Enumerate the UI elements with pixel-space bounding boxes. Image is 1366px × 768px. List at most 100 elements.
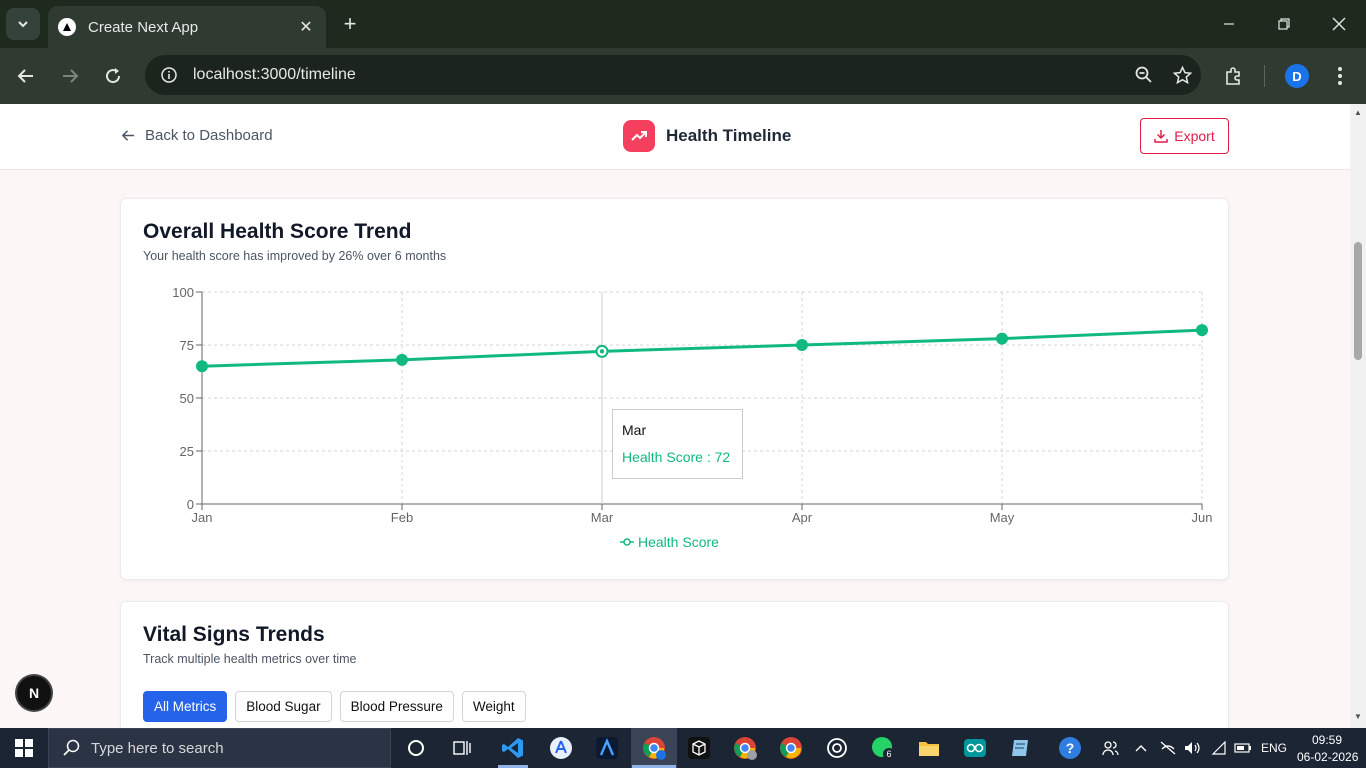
extensions-icon[interactable] — [1217, 60, 1249, 92]
health-score-chart: 0 25 50 75 100 Jan Feb Mar Apr May Jun — [172, 285, 1213, 525]
window-close-icon[interactable] — [1311, 0, 1366, 48]
filter-all-metrics[interactable]: All Metrics — [143, 691, 228, 722]
trending-up-icon — [623, 120, 655, 152]
card-title: Vital Signs Trends — [143, 623, 325, 646]
export-button[interactable]: Export — [1140, 118, 1229, 154]
forward-icon[interactable] — [54, 60, 86, 92]
toolbar-divider — [1264, 65, 1265, 87]
restore-icon[interactable] — [1256, 0, 1311, 48]
tray-chevron-up-icon[interactable] — [1131, 732, 1151, 764]
y-tick-label: 0 — [187, 497, 194, 512]
profile-avatar[interactable]: D — [1285, 64, 1309, 88]
svg-text:?: ? — [1066, 740, 1075, 756]
browser-toolbar: localhost:3000/timeline D — [0, 48, 1366, 104]
app-header: Back to Dashboard Health Timeline Export — [0, 104, 1350, 170]
page-title: Health Timeline — [666, 126, 792, 145]
chrome-profile-d-icon[interactable] — [638, 732, 670, 764]
vital-signs-card: Vital Signs Trends Track multiple health… — [120, 601, 1229, 728]
tab-title: Create Next App — [88, 18, 199, 36]
reload-icon[interactable] — [97, 60, 129, 92]
card-subtitle: Your health score has improved by 26% ov… — [143, 249, 447, 263]
legend-line-icon — [620, 538, 634, 546]
back-label: Back to Dashboard — [145, 127, 273, 144]
scroll-down-icon[interactable]: ▼ — [1354, 712, 1362, 721]
people-icon[interactable] — [1094, 732, 1126, 764]
file-explorer-icon[interactable] — [913, 732, 945, 764]
metric-filters: All Metrics Blood Sugar Blood Pressure W… — [143, 691, 526, 722]
x-tick-label: Jun — [1192, 510, 1213, 525]
url-text[interactable]: localhost:3000/timeline — [193, 66, 356, 83]
task-view-icon[interactable] — [447, 732, 479, 764]
back-icon[interactable] — [10, 60, 42, 92]
cortana-icon[interactable] — [400, 732, 432, 764]
filter-blood-pressure[interactable]: Blood Pressure — [339, 691, 454, 722]
wifi-icon[interactable] — [1206, 732, 1232, 764]
site-info-icon[interactable] — [149, 67, 189, 83]
y-tick-label: 25 — [180, 444, 194, 459]
filter-weight[interactable]: Weight — [461, 691, 526, 722]
x-tick-label: May — [990, 510, 1015, 525]
chrome-active-indicator — [632, 765, 676, 768]
menu-icon[interactable] — [1324, 60, 1356, 92]
volume-icon[interactable] — [1180, 732, 1206, 764]
help-icon[interactable]: ? — [1054, 732, 1086, 764]
y-tick-label: 75 — [180, 338, 194, 353]
chrome-profile-m-icon[interactable] — [729, 732, 761, 764]
search-icon — [63, 739, 80, 756]
browser-tabstrip: Create Next App ✕ + — [0, 0, 1366, 48]
arrow-left-icon — [121, 130, 135, 141]
data-point — [396, 353, 408, 366]
scroll-thumb[interactable] — [1354, 242, 1362, 360]
arduino-icon[interactable] — [959, 732, 991, 764]
whatsapp-icon[interactable]: 6 — [867, 732, 899, 764]
zoom-icon[interactable] — [1125, 66, 1163, 84]
close-icon[interactable]: ✕ — [299, 19, 313, 36]
series-line — [201, 328, 1203, 368]
windows-start-icon[interactable] — [0, 728, 48, 768]
y-tick-label: 100 — [172, 285, 194, 300]
x-tick-label: Feb — [391, 510, 413, 525]
windows-taskbar: Type here to search 6 ? — [0, 728, 1366, 768]
3d-box-app-icon[interactable] — [683, 732, 715, 764]
chatgpt-icon[interactable] — [821, 732, 853, 764]
arc-app-icon[interactable] — [591, 732, 623, 764]
export-label: Export — [1174, 128, 1215, 144]
network-disconnected-icon[interactable] — [1155, 732, 1181, 764]
filter-blood-sugar[interactable]: Blood Sugar — [235, 691, 332, 722]
data-point — [1196, 324, 1208, 337]
nextjs-dev-badge[interactable]: N — [17, 676, 51, 710]
clock-time[interactable]: 09:59 — [1312, 733, 1343, 747]
y-tick-label: 50 — [180, 391, 194, 406]
scroll-up-icon[interactable]: ▲ — [1354, 108, 1362, 117]
clock-date[interactable]: 06-02-2026 — [1297, 750, 1359, 764]
tab-search-button[interactable] — [6, 8, 40, 40]
page-brand: Health Timeline — [623, 120, 791, 152]
back-to-dashboard-link[interactable]: Back to Dashboard — [121, 127, 273, 144]
active-data-point-center — [599, 349, 605, 354]
data-point — [996, 332, 1008, 345]
vscode-icon[interactable] — [497, 732, 529, 764]
tooltip-label: Mar — [622, 422, 647, 438]
vscode-running-indicator — [498, 765, 528, 768]
bookmark-star-icon[interactable] — [1163, 65, 1201, 85]
app-store-icon[interactable] — [545, 732, 577, 764]
data-point — [196, 360, 208, 373]
whatsapp-badge: 6 — [886, 749, 891, 759]
download-icon — [1154, 130, 1169, 143]
taskbar-search[interactable]: Type here to search — [48, 728, 391, 768]
new-tab-icon[interactable]: + — [343, 11, 357, 36]
x-tick-label: Apr — [792, 510, 813, 525]
battery-icon[interactable] — [1230, 732, 1256, 764]
chrome-icon[interactable] — [775, 732, 807, 764]
address-bar[interactable]: localhost:3000/timeline — [145, 55, 1201, 95]
browser-tab[interactable]: Create Next App ✕ — [48, 6, 326, 48]
notes-app-icon[interactable] — [1005, 732, 1037, 764]
chart-legend[interactable]: Health Score — [620, 534, 719, 550]
page-scrollbar[interactable]: ▲ ▼ — [1350, 104, 1366, 728]
nextjs-favicon-icon — [58, 18, 76, 36]
search-placeholder: Type here to search — [91, 739, 224, 757]
language-indicator[interactable]: ENG — [1261, 741, 1288, 755]
data-point — [796, 339, 808, 351]
minimize-icon[interactable] — [1201, 0, 1256, 48]
card-subtitle: Track multiple health metrics over time — [143, 652, 357, 666]
